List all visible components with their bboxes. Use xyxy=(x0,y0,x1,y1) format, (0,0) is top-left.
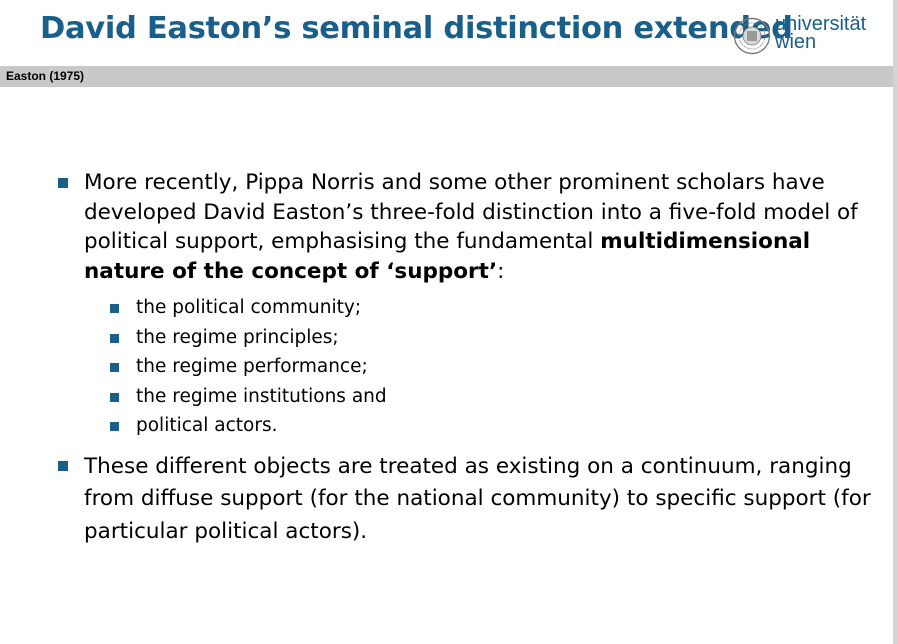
bullet-text: More recently, Pippa Norris and some oth… xyxy=(84,170,858,254)
bullet-item: These different objects are treated as e… xyxy=(58,451,878,549)
section-label: Easton (1975) xyxy=(6,69,85,83)
sub-item-text: the regime institutions and xyxy=(136,385,387,407)
logo-word-universitaet: universität xyxy=(775,13,867,35)
bullet-square-icon xyxy=(110,422,119,431)
bullet-square-icon xyxy=(58,178,68,188)
bullet-square-icon xyxy=(110,392,119,402)
bullet-text-end: : xyxy=(497,258,505,284)
bullet-square-icon xyxy=(110,363,119,372)
sub-list-item: the regime performance; xyxy=(110,352,878,382)
bullet-text: These different objects are treated as e… xyxy=(84,453,871,544)
sub-list-item: the regime principles; xyxy=(110,323,878,353)
bullet-square-icon xyxy=(110,333,119,343)
sub-item-text: the regime principles; xyxy=(136,326,339,348)
sub-list-item: the regime institutions and xyxy=(110,382,878,412)
slide-content: More recently, Pippa Norris and some oth… xyxy=(58,168,878,548)
bullet-item: More recently, Pippa Norris and some oth… xyxy=(58,168,878,441)
sub-item-text: the political community; xyxy=(136,297,362,318)
bullet-bold-text: multidimensional nature of the concept o… xyxy=(84,229,811,284)
sub-list-item: the political community; xyxy=(110,293,878,323)
sub-item-text: the regime performance; xyxy=(136,356,368,377)
sub-item-text: political actors. xyxy=(136,415,278,436)
bullet-square-icon xyxy=(58,460,68,471)
logo-word-wien: wien xyxy=(775,31,817,53)
section-bar: Easton (1975) xyxy=(0,66,893,87)
university-logo: universität wien xyxy=(733,12,878,60)
sub-list-item: political actors. xyxy=(110,411,878,441)
bullet-square-icon xyxy=(110,304,119,313)
seal-icon xyxy=(733,17,771,55)
slide-title: David Easton’s seminal distinction exten… xyxy=(40,11,793,46)
sub-list: the political community; the regime prin… xyxy=(110,293,878,441)
